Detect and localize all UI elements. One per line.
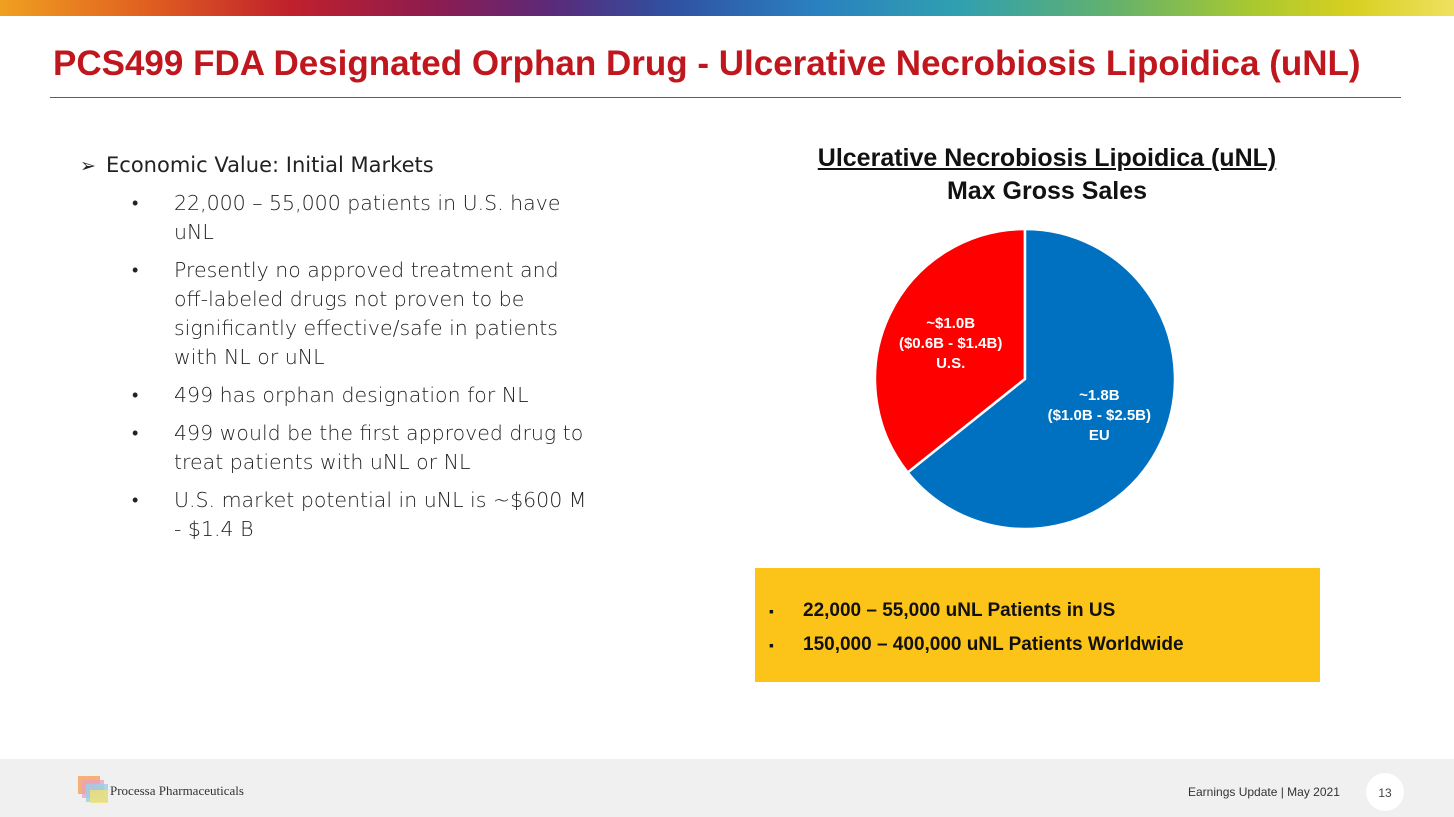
callout-item-text: 150,000 – 400,000 uNL Patients Worldwide: [803, 634, 1184, 655]
slice-name-label: EU: [1089, 427, 1110, 444]
page-number: 13: [1366, 773, 1404, 811]
slice-name-label: U.S.: [936, 355, 965, 372]
callout-item-text: 22,000 – 55,000 uNL Patients in US: [803, 600, 1116, 621]
bullet-dot-icon: •: [132, 260, 139, 280]
square-bullet-icon: ▪: [769, 637, 774, 653]
list-item: • 499 has orphan designation for NL: [80, 381, 600, 410]
list-item: • U.S. market potential in uNL is ~$600 …: [80, 486, 600, 544]
slice-value-label: ~$1.0B: [926, 315, 975, 332]
pie-chart: ~$1.0B ($0.6B - $1.4B) U.S. ~1.8B ($1.0B - $…: [873, 227, 1177, 531]
list-item: • 499 would be the first approved drug t…: [80, 419, 600, 477]
arrow-bullet-icon: ➢: [80, 155, 96, 177]
bullet-dot-icon: •: [132, 490, 139, 510]
list-item-text: 499 has orphan designation for NL: [174, 383, 529, 407]
pie-slice-us: [873, 227, 1027, 475]
slice-range-label: ($1.0B - $2.5B): [1048, 407, 1151, 424]
slice-range-label: ($0.6B - $1.4B): [899, 335, 1002, 352]
slide-title: PCS499 FDA Designated Orphan Drug - Ulce…: [53, 44, 1361, 83]
callout-item: ▪ 22,000 – 55,000 uNL Patients in US: [769, 594, 1320, 628]
top-color-band: [0, 0, 1454, 16]
slice-value-label: ~1.8B: [1079, 387, 1120, 404]
footer-caption: Earnings Update | May 2021: [1188, 785, 1340, 799]
economic-value-section: ➢ Economic Value: Initial Markets • 22,0…: [80, 150, 600, 553]
callout-item: ▪ 150,000 – 400,000 uNL Patients Worldwi…: [769, 628, 1320, 662]
pie-slice-eu: [905, 227, 1177, 531]
company-logo-icon: [78, 776, 108, 804]
bullet-list: • 22,000 – 55,000 patients in U.S. have …: [80, 189, 600, 544]
section-heading-text: Economic Value: Initial Markets: [106, 153, 434, 177]
list-item: • 22,000 – 55,000 patients in U.S. have …: [80, 189, 600, 247]
chart-title: Ulcerative Necrobiosis Lipoidica (uNL): [817, 144, 1277, 172]
patients-callout-box: ▪ 22,000 – 55,000 uNL Patients in US ▪ 1…: [755, 568, 1320, 682]
bullet-dot-icon: •: [132, 423, 139, 443]
list-item-text: 22,000 – 55,000 patients in U.S. have uN…: [174, 191, 561, 244]
chart-title-block: Ulcerative Necrobiosis Lipoidica (uNL) M…: [760, 142, 1334, 208]
square-bullet-icon: ▪: [769, 603, 774, 619]
bullet-dot-icon: •: [132, 385, 139, 405]
section-heading: ➢ Economic Value: Initial Markets: [80, 150, 600, 181]
bullet-dot-icon: •: [132, 193, 139, 213]
list-item-text: 499 would be the first approved drug to …: [174, 421, 584, 474]
title-divider: [50, 97, 1401, 98]
footer-bar: [0, 759, 1454, 817]
list-item-text: U.S. market potential in uNL is ~$600 M …: [174, 488, 587, 541]
list-item-text: Presently no approved treatment and off-…: [174, 258, 559, 369]
chart-subtitle: Max Gross Sales: [946, 177, 1148, 205]
company-name: Processa Pharmaceuticals: [110, 783, 244, 798]
list-item: • Presently no approved treatment and of…: [80, 256, 600, 372]
